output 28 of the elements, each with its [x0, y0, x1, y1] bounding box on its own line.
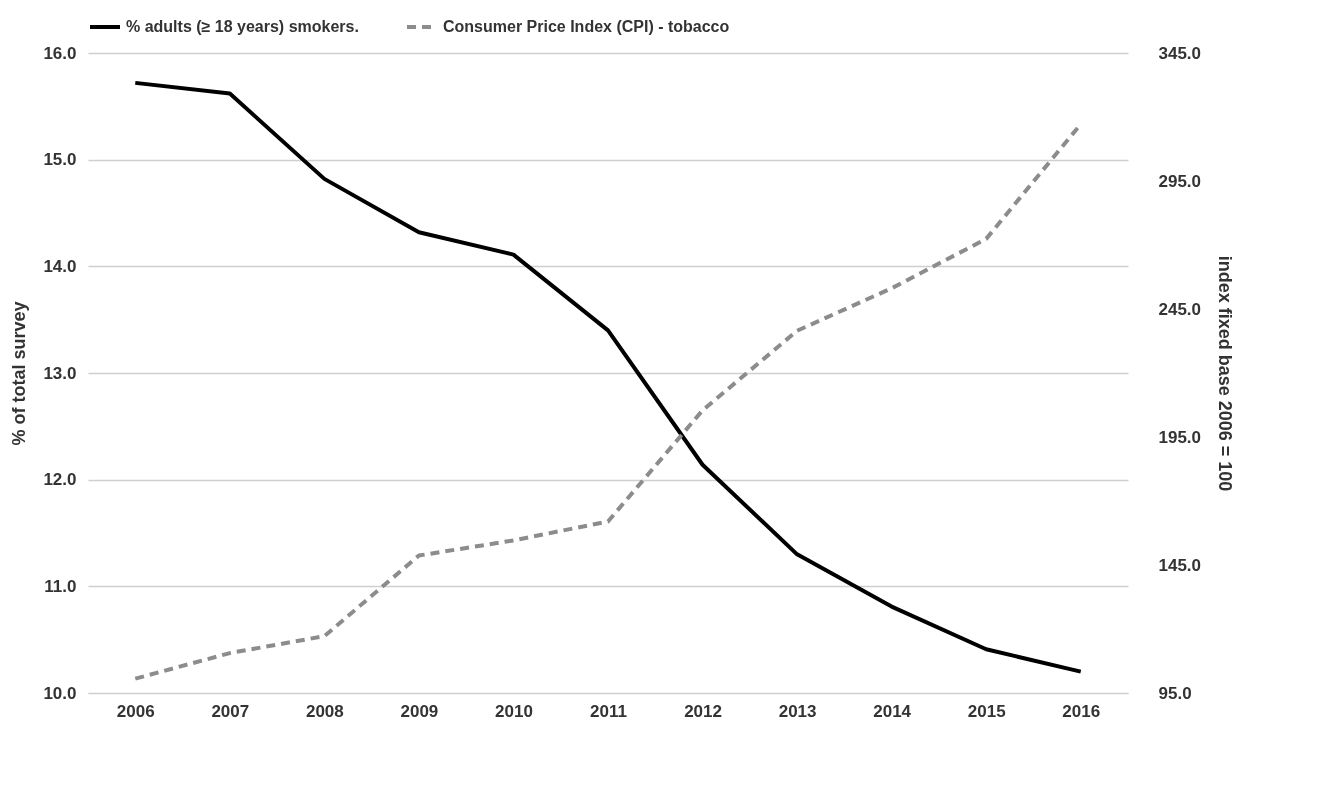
- y-tick-label: 14.0: [43, 256, 77, 276]
- x-tick-label: 2011: [590, 701, 627, 721]
- x-tick-label: 2007: [211, 701, 250, 721]
- x-tick-label: 2006: [116, 701, 155, 721]
- y-tick-label: 13.0: [43, 363, 77, 383]
- y2-tick-label: 245.0: [1158, 299, 1202, 319]
- y2-tick-label: 195.0: [1158, 427, 1202, 447]
- y-tick-label: 16.0: [43, 43, 77, 63]
- y-tick-label: 15.0: [43, 150, 77, 170]
- x-tick-label: 2009: [400, 701, 439, 721]
- y-tick-label: 12.0: [43, 470, 77, 490]
- y-tick-label: 10.0: [43, 683, 77, 703]
- x-tick-label: 2010: [495, 701, 533, 721]
- y2-axis-title: index fixed base 2006 = 100: [1215, 255, 1236, 492]
- x-tick-label: 2008: [305, 701, 344, 721]
- y2-tick-label: 295.0: [1158, 171, 1202, 191]
- y2-tick-label: 145.0: [1158, 555, 1202, 575]
- x-tick-label: 2013: [778, 701, 817, 721]
- y2-tick-label: 95.0: [1158, 683, 1192, 703]
- legend-label: % adults (≥ 18 years) smokers.: [126, 18, 359, 35]
- x-tick-label: 2016: [1062, 701, 1101, 721]
- x-tick-label: 2014: [873, 701, 912, 721]
- x-tick-label: 2012: [684, 701, 722, 721]
- y-axis-title: % of total survey: [9, 301, 30, 446]
- x-tick-label: 2015: [967, 701, 1006, 721]
- y2-tick-label: 345.0: [1158, 43, 1202, 63]
- y-tick-label: 11.0: [44, 576, 77, 596]
- legend-label: Consumer Price Index (CPI) - tobacco: [443, 18, 730, 35]
